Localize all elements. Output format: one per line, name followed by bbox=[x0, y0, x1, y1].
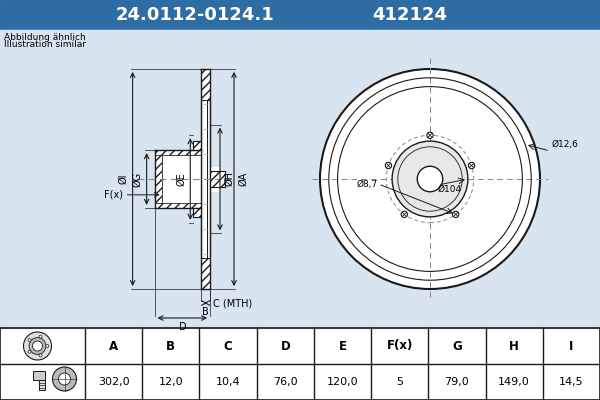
Text: ØG: ØG bbox=[133, 172, 143, 186]
Bar bbox=[155, 155, 161, 203]
Text: Ø104: Ø104 bbox=[438, 185, 462, 194]
Text: ØE: ØE bbox=[176, 172, 186, 186]
Text: 412124: 412124 bbox=[373, 6, 448, 24]
Bar bbox=[0, 30, 600, 328]
Bar bbox=[193, 141, 201, 150]
Text: B: B bbox=[166, 340, 175, 352]
Bar bbox=[155, 150, 201, 155]
Text: Ø12,6: Ø12,6 bbox=[552, 140, 579, 149]
Text: E: E bbox=[338, 340, 347, 352]
Circle shape bbox=[29, 338, 46, 354]
Circle shape bbox=[452, 211, 459, 218]
Text: D: D bbox=[280, 340, 290, 352]
Bar bbox=[207, 100, 210, 258]
Text: ØH: ØH bbox=[224, 172, 234, 186]
Bar bbox=[38, 380, 44, 390]
Bar bbox=[201, 100, 205, 258]
Bar bbox=[0, 328, 600, 400]
Circle shape bbox=[385, 162, 392, 169]
Text: 120,0: 120,0 bbox=[326, 377, 358, 387]
Circle shape bbox=[392, 141, 468, 217]
Text: 24.0112-0124.1: 24.0112-0124.1 bbox=[116, 6, 274, 24]
Text: I: I bbox=[569, 340, 574, 352]
Text: Illustration similar: Illustration similar bbox=[4, 40, 86, 49]
Text: G: G bbox=[452, 340, 462, 352]
Text: A: A bbox=[109, 340, 118, 352]
Circle shape bbox=[320, 69, 540, 289]
Bar bbox=[201, 258, 210, 289]
Circle shape bbox=[59, 373, 71, 385]
FancyBboxPatch shape bbox=[32, 371, 44, 380]
Bar bbox=[210, 171, 225, 187]
Circle shape bbox=[469, 162, 475, 169]
Text: F(x): F(x) bbox=[104, 190, 122, 200]
Text: 12,0: 12,0 bbox=[158, 377, 183, 387]
Circle shape bbox=[23, 332, 52, 360]
Text: ØA: ØA bbox=[238, 172, 248, 186]
Text: 76,0: 76,0 bbox=[273, 377, 298, 387]
Text: 302,0: 302,0 bbox=[98, 377, 130, 387]
Text: C (MTH): C (MTH) bbox=[213, 298, 252, 308]
Circle shape bbox=[39, 335, 42, 338]
Text: Abbildung ähnlich: Abbildung ähnlich bbox=[4, 33, 86, 42]
Bar bbox=[193, 208, 201, 217]
Circle shape bbox=[46, 344, 49, 348]
Circle shape bbox=[32, 341, 43, 351]
Text: 5: 5 bbox=[396, 377, 403, 387]
Circle shape bbox=[39, 354, 42, 357]
Circle shape bbox=[427, 132, 433, 138]
Circle shape bbox=[28, 350, 31, 353]
Text: D: D bbox=[179, 322, 186, 332]
Text: Ø8,7: Ø8,7 bbox=[357, 180, 378, 188]
Text: H: H bbox=[509, 340, 519, 352]
Bar bbox=[155, 203, 201, 208]
Circle shape bbox=[417, 166, 443, 192]
Bar bbox=[201, 69, 210, 100]
Bar bbox=[205, 100, 207, 258]
Circle shape bbox=[53, 367, 77, 391]
Text: B: B bbox=[202, 307, 209, 317]
Text: 10,4: 10,4 bbox=[216, 377, 241, 387]
Text: ØI: ØI bbox=[119, 174, 128, 184]
Text: 14,5: 14,5 bbox=[559, 377, 584, 387]
Bar bbox=[161, 155, 201, 203]
Circle shape bbox=[401, 211, 407, 218]
Bar bbox=[0, 0, 600, 30]
Text: 79,0: 79,0 bbox=[445, 377, 469, 387]
Circle shape bbox=[28, 339, 31, 342]
Bar bbox=[209, 166, 220, 192]
Text: F(x): F(x) bbox=[386, 340, 413, 352]
Text: C: C bbox=[224, 340, 232, 352]
Text: 149,0: 149,0 bbox=[498, 377, 530, 387]
